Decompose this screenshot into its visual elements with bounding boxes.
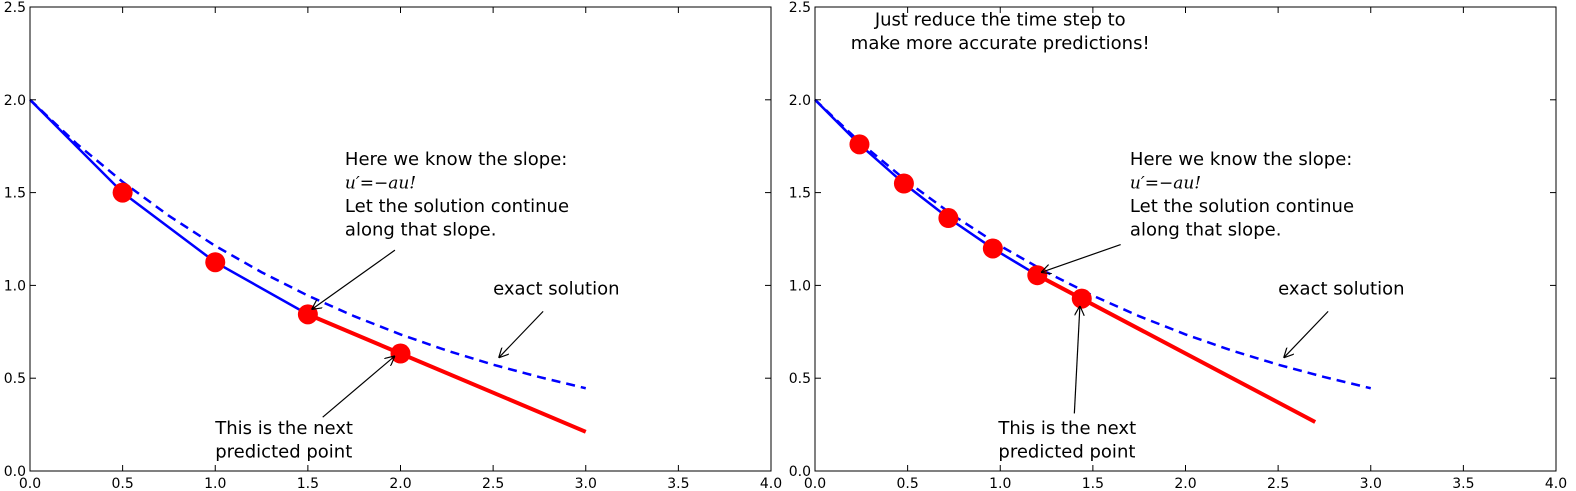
y-tick-label: 2.5 bbox=[789, 0, 811, 16]
x-tick-label: 0.5 bbox=[896, 476, 918, 491]
x-tick-label: 0.0 bbox=[804, 476, 826, 491]
x-tick-label: 4.0 bbox=[760, 476, 782, 491]
annotation-text: along that slope. bbox=[345, 219, 497, 240]
x-tick-label: 2.0 bbox=[389, 476, 411, 491]
x-tick-label: 0.0 bbox=[19, 476, 41, 491]
annotation-text: exact solution bbox=[1278, 279, 1404, 300]
annotation-text: make more accurate predictions! bbox=[851, 33, 1150, 54]
y-tick-label: 1.0 bbox=[789, 278, 811, 294]
left-subplot: 0.0 0.5 1.0 1.5 2.0 2.5 3.0 3.5 4.0 0.0 0.5 1.0 1.5 2… bbox=[4, 0, 782, 491]
y-tick-label: 1.0 bbox=[4, 278, 26, 294]
annotation: Here we know the slope: u′=−au! Let the so… bbox=[312, 149, 569, 310]
x-tick-label: 3.0 bbox=[1360, 476, 1382, 491]
x-tick-label: 3.0 bbox=[575, 476, 597, 491]
exact-solution-line bbox=[29, 98, 587, 390]
solution-point bbox=[893, 173, 914, 194]
x-tick-label: 2.5 bbox=[482, 476, 504, 491]
solution-point bbox=[205, 252, 226, 273]
y-tick-label: 0.5 bbox=[4, 371, 26, 387]
x-tick-label: 1.0 bbox=[204, 476, 226, 491]
annotation-arrow bbox=[1041, 244, 1121, 273]
annotation-text: This is the next bbox=[997, 418, 1136, 439]
x-tick-label: 2.0 bbox=[1174, 476, 1196, 491]
y-tick-label: 2.5 bbox=[4, 0, 26, 16]
annotation-text: predicted point bbox=[215, 441, 352, 462]
y-tick-label: 2.0 bbox=[4, 93, 26, 109]
annotation: Here we know the slope: u′=−au! Let the so… bbox=[1041, 149, 1354, 273]
annotation-text: Just reduce the time step to bbox=[874, 10, 1126, 31]
right-subplot: 0.0 0.5 1.0 1.5 2.0 2.5 3.0 3.5 4.0 0.0 0.5 1.0 1.5 2… bbox=[789, 0, 1567, 491]
solution-point bbox=[1027, 265, 1048, 286]
x-tick-label: 3.5 bbox=[667, 476, 689, 491]
x-tick-label: 2.5 bbox=[1267, 476, 1289, 491]
solution-point bbox=[849, 134, 870, 155]
annotation-equation: u′=−au! bbox=[345, 173, 416, 193]
annotation-text: exact solution bbox=[493, 279, 619, 300]
solution-point bbox=[938, 208, 959, 229]
x-tick-label: 1.5 bbox=[1082, 476, 1104, 491]
annotation-text: This is the next bbox=[214, 418, 353, 439]
annotation-arrow bbox=[1284, 310, 1329, 357]
annotation-text: Let the solution continue bbox=[345, 196, 569, 217]
x-tick-label: 0.5 bbox=[111, 476, 133, 491]
annotation-text: Here we know the slope: bbox=[345, 149, 567, 170]
annotation-arrow bbox=[499, 310, 544, 357]
y-tick-label: 0.0 bbox=[4, 464, 26, 480]
annotation-text: along that slope. bbox=[1130, 219, 1282, 240]
annotation-equation: u′=−au! bbox=[1130, 173, 1201, 193]
x-tick-label: 3.5 bbox=[1452, 476, 1474, 491]
numerical-solution-line bbox=[29, 98, 309, 316]
y-tick-label: 1.5 bbox=[789, 186, 811, 202]
y-tick-label: 0.5 bbox=[789, 371, 811, 387]
y-tick-label: 1.5 bbox=[4, 186, 26, 202]
annotation-arrow bbox=[322, 356, 395, 418]
annotation-text: Here we know the slope: bbox=[1130, 149, 1352, 170]
exact-solution-line bbox=[814, 98, 1372, 390]
solution-point bbox=[112, 182, 133, 203]
slope-prediction-line bbox=[307, 312, 587, 434]
annotation: exact solution bbox=[1278, 279, 1405, 358]
x-tick-label: 4.0 bbox=[1545, 476, 1567, 491]
annotation-text: predicted point bbox=[998, 441, 1135, 462]
x-tick-label: 1.5 bbox=[297, 476, 319, 491]
y-tick-label: 0.0 bbox=[789, 464, 811, 480]
solution-point bbox=[390, 343, 411, 364]
annotation: exact solution bbox=[493, 279, 620, 358]
annotation-text: Let the solution continue bbox=[1130, 196, 1354, 217]
x-tick-label: 1.0 bbox=[989, 476, 1011, 491]
annotation-arrow bbox=[1073, 306, 1080, 414]
y-tick-label: 2.0 bbox=[789, 93, 811, 109]
annotation-arrow bbox=[312, 249, 396, 309]
solution-point bbox=[982, 238, 1003, 259]
solution-point bbox=[1071, 288, 1092, 309]
